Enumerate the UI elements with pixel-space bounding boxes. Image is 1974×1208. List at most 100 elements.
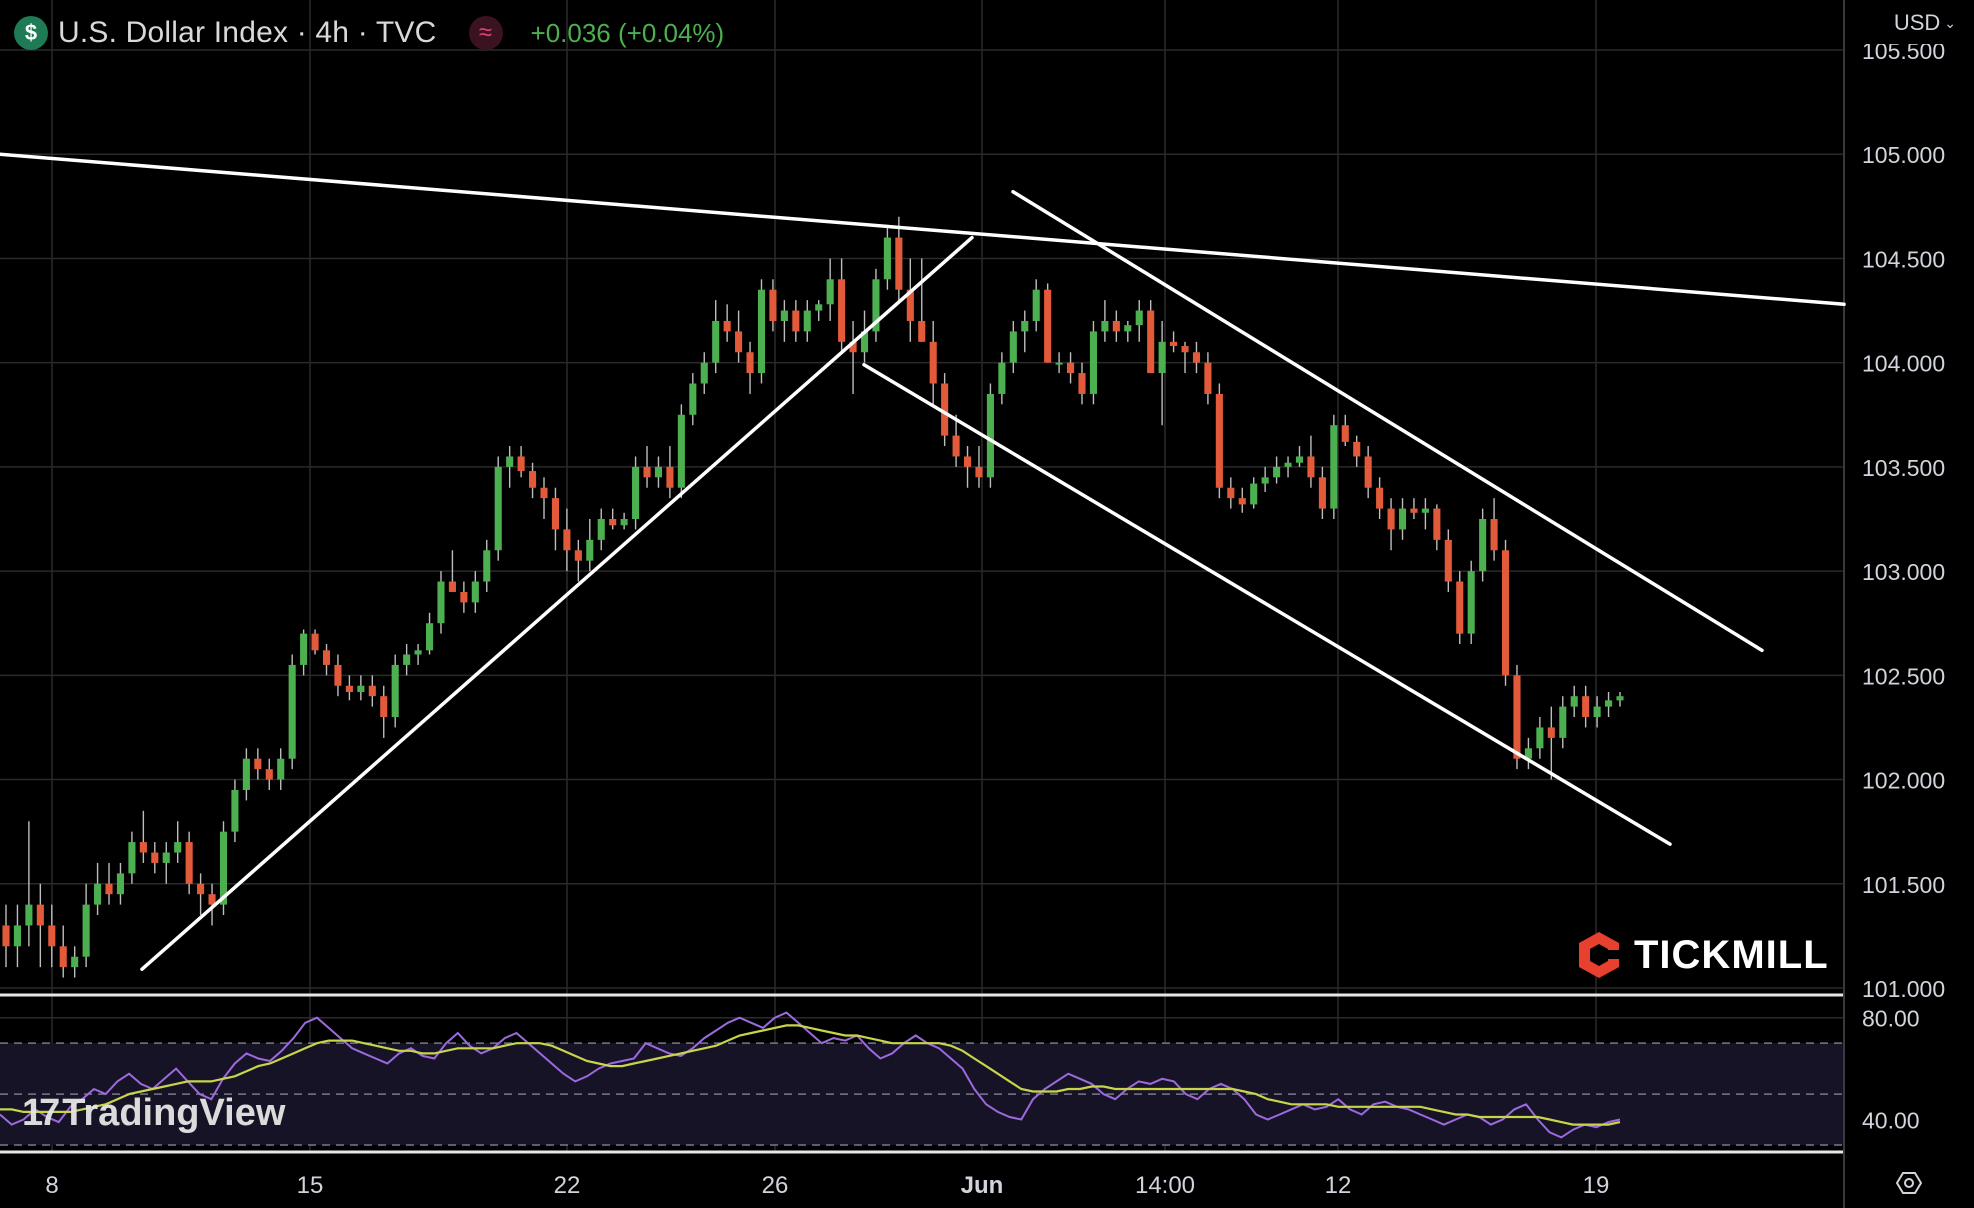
candle-body xyxy=(517,456,525,472)
candle-body xyxy=(357,685,365,693)
candle-body xyxy=(1398,508,1407,530)
candle-body xyxy=(1192,352,1201,363)
candle-body xyxy=(185,842,193,884)
candle-body xyxy=(815,304,823,311)
candle-body xyxy=(1593,706,1601,718)
candle-body xyxy=(345,685,353,693)
trendline-channel-top[interactable] xyxy=(1011,189,1764,653)
currency-backdrop xyxy=(1846,0,1974,44)
candle-body xyxy=(94,883,102,905)
settings-icon[interactable] xyxy=(1896,1170,1922,1196)
candle-body xyxy=(895,237,903,290)
candle-body xyxy=(59,946,67,968)
candle-body xyxy=(1250,483,1258,505)
time-tick-label: 12 xyxy=(1325,1172,1352,1199)
candle-body xyxy=(25,904,33,926)
candle-body xyxy=(586,539,594,561)
candle-body xyxy=(746,352,754,374)
candle-body xyxy=(1559,706,1567,738)
candle-body xyxy=(757,289,766,374)
candle-body xyxy=(723,320,731,332)
candle-body xyxy=(1021,320,1029,332)
candle-body xyxy=(597,519,605,540)
candle-body xyxy=(906,289,914,321)
candle-body xyxy=(483,550,491,582)
candle-body xyxy=(1135,310,1143,326)
candle-body xyxy=(277,758,285,780)
candle-body xyxy=(414,650,422,655)
candle-body xyxy=(1524,748,1532,759)
candle-body xyxy=(792,310,800,332)
candle-body xyxy=(1147,310,1155,374)
trendline-rising-support[interactable] xyxy=(140,235,974,971)
candle-body xyxy=(1238,498,1246,505)
candle-body xyxy=(71,956,79,968)
time-tick-label: 8 xyxy=(45,1172,58,1199)
price-tick-label: 103.000 xyxy=(1862,559,1945,585)
candle-body xyxy=(174,842,182,853)
candle-body xyxy=(1467,571,1475,634)
price-tick-label: 101.000 xyxy=(1862,976,1945,1002)
candle-body xyxy=(860,331,869,353)
trendline-upper-resistance[interactable] xyxy=(0,152,1846,307)
candle-body xyxy=(1284,462,1292,467)
candle-body xyxy=(1055,362,1063,365)
time-tick-label: Jun xyxy=(961,1172,1004,1199)
candle-body xyxy=(1112,320,1120,332)
symbol-title[interactable]: U.S. Dollar Index · 4h · TVC xyxy=(58,16,437,49)
candle-body xyxy=(1295,456,1304,463)
candle-body xyxy=(1032,289,1040,321)
candle-body xyxy=(437,581,445,624)
tickmill-mark-icon xyxy=(1579,932,1621,978)
candle-body xyxy=(1307,456,1315,478)
time-tick-label: 26 xyxy=(762,1172,789,1199)
candle-body xyxy=(780,310,788,321)
currency-selector[interactable]: USD ⌄ xyxy=(1894,10,1956,36)
tickmill-wordmark: TICKMILL xyxy=(1634,932,1829,977)
currency-label: USD xyxy=(1893,10,1941,35)
candle-body xyxy=(1547,727,1555,738)
candle-body xyxy=(1101,320,1109,332)
candle-body xyxy=(712,320,720,363)
price-tick-label: 102.500 xyxy=(1862,663,1945,689)
candle-body xyxy=(677,414,685,488)
candle-body xyxy=(563,529,571,551)
dollar-icon[interactable]: $ xyxy=(14,16,48,50)
chevron-down-icon: ⌄ xyxy=(1944,14,1956,31)
price-tick-label: 101.500 xyxy=(1862,872,1945,898)
candle-body xyxy=(300,633,308,665)
candle-body xyxy=(254,758,262,770)
candle-body xyxy=(48,925,56,947)
candle-body xyxy=(1170,341,1178,346)
candle-body xyxy=(998,362,1006,394)
candle-body xyxy=(1009,331,1017,363)
trendline-channel-bottom[interactable] xyxy=(862,363,1672,846)
candle-body xyxy=(82,904,90,957)
rsi-tick-label: 80.00 xyxy=(1862,1006,1920,1032)
candle-body xyxy=(883,237,891,280)
price-change: +0.036 (+0.04%) xyxy=(530,17,725,48)
candle-body xyxy=(1605,700,1613,707)
candle-body xyxy=(529,471,537,488)
price-tick-label: 103.500 xyxy=(1862,455,1945,481)
candle-body xyxy=(208,894,216,905)
candle-body xyxy=(13,925,21,947)
candle-body xyxy=(963,456,972,467)
wave-icon[interactable]: ≈ xyxy=(468,16,503,50)
candle-body xyxy=(1376,487,1384,509)
candle-body xyxy=(1433,508,1441,540)
candle-body xyxy=(1204,362,1212,394)
candle-body xyxy=(769,289,777,321)
price-tick-label: 102.000 xyxy=(1862,768,1945,794)
candle-body xyxy=(231,789,239,832)
candle-body xyxy=(265,769,273,780)
candle-body xyxy=(1353,441,1361,457)
candle-body xyxy=(1410,508,1418,513)
candle-body xyxy=(1479,519,1487,572)
candle-body xyxy=(448,581,456,592)
broker-logo: TICKMILL xyxy=(1576,930,1829,980)
time-tick-label: 14:00 xyxy=(1135,1172,1195,1199)
candle-body xyxy=(735,331,743,353)
candle-body xyxy=(116,873,125,895)
